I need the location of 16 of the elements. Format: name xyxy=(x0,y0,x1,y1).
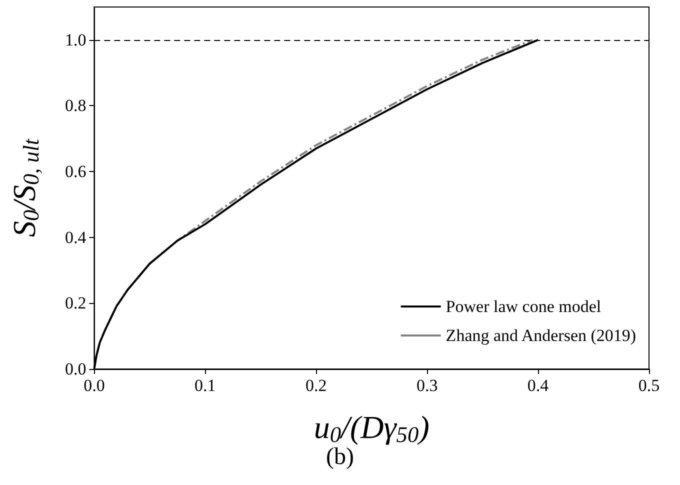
legend-label: Zhang and Andersen (2019) xyxy=(446,326,636,345)
y-tick-label: 0.8 xyxy=(64,96,86,116)
x-tick-label: 0.0 xyxy=(84,376,105,395)
y-tick-label: 0.2 xyxy=(64,294,86,313)
x-tick-label: 0.3 xyxy=(416,376,438,395)
text: (b) xyxy=(326,444,354,470)
legend-label: Power law cone model xyxy=(446,297,602,316)
x-tick-label: 0.2 xyxy=(305,376,327,395)
x-tick-label: 0.5 xyxy=(638,376,660,395)
x-tick-label: 0.1 xyxy=(194,376,216,395)
y-tick-label: 1.0 xyxy=(64,30,86,50)
y-tick-label: 0.0 xyxy=(64,360,86,378)
y-axis-title: S0/S0, ult xyxy=(6,138,44,238)
x-tick-label: 0.4 xyxy=(527,376,550,395)
y-tick-label: 0.6 xyxy=(64,162,86,182)
y-tick-label: 0.4 xyxy=(64,228,87,247)
